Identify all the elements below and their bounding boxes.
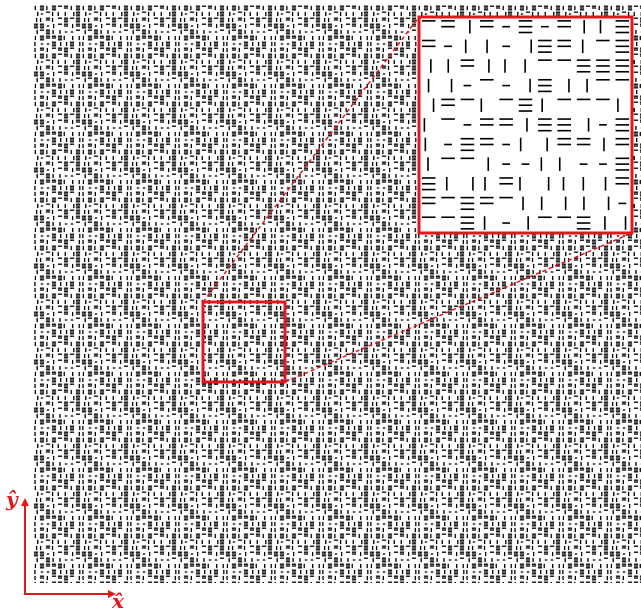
y-axis-label: ŷ [5,487,19,511]
x-axis-label: x̂ [111,589,125,611]
figure: ŷ x̂ [0,0,641,611]
zoom-inset [419,17,632,233]
